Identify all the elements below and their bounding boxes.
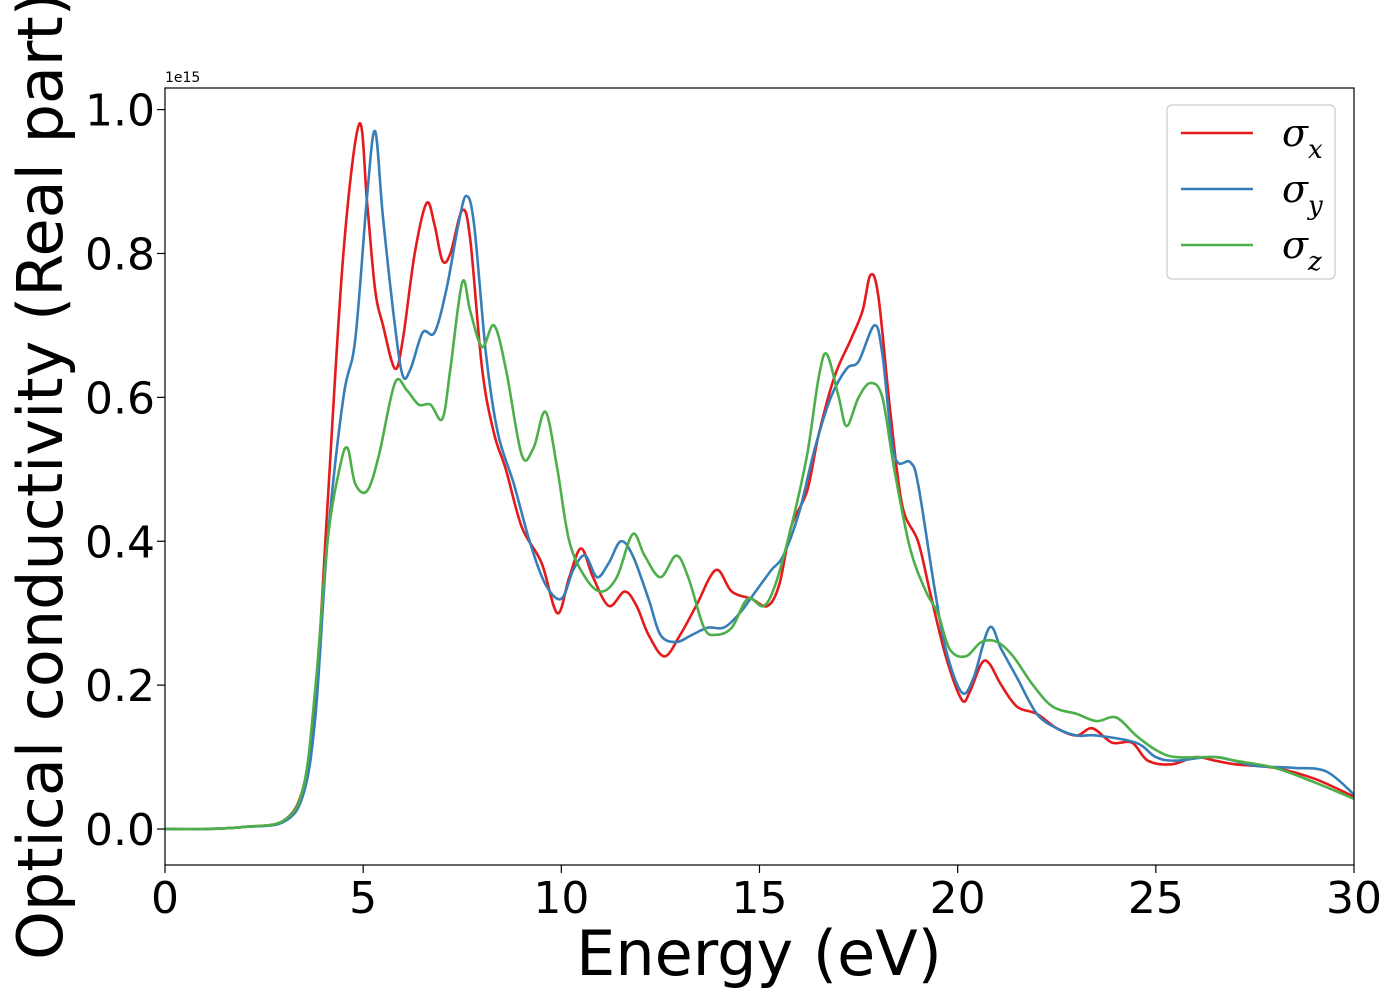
legend-label-z: σz (1282, 223, 1322, 277)
x-tick-label: 15 (732, 873, 788, 924)
y-tick-label: 0.0 (85, 805, 155, 856)
y-offset-label: 1e15 (165, 70, 200, 86)
y-tick-label: 0.2 (85, 661, 155, 712)
y-tick-label: 0.6 (85, 373, 155, 424)
x-axis-title: Energy (eV) (576, 917, 942, 990)
x-tick-label: 30 (1326, 873, 1382, 924)
legend-box (1166, 104, 1336, 280)
plot-area (165, 88, 1354, 865)
x-tick-label: 10 (533, 873, 589, 924)
legend-label-x: σx (1282, 111, 1323, 165)
x-tick-label: 20 (930, 873, 986, 924)
x-tick-label: 5 (349, 873, 377, 924)
x-axis: 0 5 10 15 20 25 30 (151, 865, 1382, 924)
y-tick-label: 0.8 (85, 229, 155, 280)
legend-label-y: σy (1282, 167, 1323, 221)
series-line-z (164, 279, 1355, 831)
y-axis-title: Optical conductivity (Real part) (4, 0, 77, 960)
series-line-y (164, 129, 1355, 831)
y-tick-label: 0.4 (85, 517, 155, 568)
x-tick-label: 0 (151, 873, 179, 924)
y-axis: 0.0 0.2 0.4 0.6 0.8 1.0 (85, 86, 165, 856)
y-tick-label: 1.0 (85, 86, 155, 137)
series-layer (164, 122, 1355, 831)
x-tick-label: 25 (1128, 873, 1184, 924)
